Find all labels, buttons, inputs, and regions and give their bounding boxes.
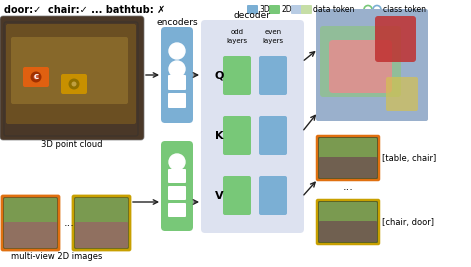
Circle shape bbox=[31, 72, 41, 83]
FancyBboxPatch shape bbox=[0, 16, 144, 140]
FancyBboxPatch shape bbox=[301, 5, 312, 14]
FancyBboxPatch shape bbox=[259, 176, 287, 215]
FancyBboxPatch shape bbox=[168, 75, 186, 90]
Text: odd: odd bbox=[230, 29, 244, 35]
Text: layers: layers bbox=[262, 38, 284, 44]
FancyBboxPatch shape bbox=[375, 16, 416, 62]
FancyBboxPatch shape bbox=[320, 26, 401, 97]
FancyBboxPatch shape bbox=[2, 196, 59, 250]
Text: 3D point cloud: 3D point cloud bbox=[41, 140, 103, 149]
FancyBboxPatch shape bbox=[73, 196, 130, 250]
Circle shape bbox=[33, 74, 39, 80]
Circle shape bbox=[68, 78, 80, 89]
FancyBboxPatch shape bbox=[75, 222, 128, 248]
Text: layers: layers bbox=[227, 38, 248, 44]
FancyBboxPatch shape bbox=[259, 116, 287, 155]
Text: even: even bbox=[264, 29, 282, 35]
Text: ...: ... bbox=[342, 182, 353, 192]
FancyBboxPatch shape bbox=[319, 138, 377, 159]
Text: encoders: encoders bbox=[156, 18, 198, 27]
FancyBboxPatch shape bbox=[23, 67, 49, 87]
FancyBboxPatch shape bbox=[6, 24, 136, 124]
FancyBboxPatch shape bbox=[161, 141, 193, 231]
FancyBboxPatch shape bbox=[223, 176, 251, 215]
FancyBboxPatch shape bbox=[317, 136, 379, 180]
FancyBboxPatch shape bbox=[269, 5, 280, 14]
Text: multi-view 2D images: multi-view 2D images bbox=[11, 252, 103, 261]
Text: V: V bbox=[215, 191, 223, 201]
FancyBboxPatch shape bbox=[4, 198, 57, 224]
Text: 2D: 2D bbox=[281, 5, 292, 14]
FancyBboxPatch shape bbox=[329, 40, 392, 93]
FancyBboxPatch shape bbox=[61, 74, 87, 94]
Circle shape bbox=[169, 154, 185, 170]
Circle shape bbox=[169, 43, 185, 59]
FancyBboxPatch shape bbox=[75, 198, 128, 224]
FancyBboxPatch shape bbox=[259, 56, 287, 95]
FancyBboxPatch shape bbox=[168, 93, 186, 108]
FancyBboxPatch shape bbox=[223, 56, 251, 95]
FancyBboxPatch shape bbox=[4, 222, 57, 248]
FancyBboxPatch shape bbox=[319, 157, 377, 178]
Text: 3D: 3D bbox=[259, 5, 270, 14]
Text: C: C bbox=[33, 74, 39, 80]
Text: [chair, door]: [chair, door] bbox=[382, 218, 434, 226]
FancyBboxPatch shape bbox=[319, 221, 377, 242]
Text: Q: Q bbox=[214, 71, 224, 81]
Circle shape bbox=[169, 61, 185, 77]
FancyBboxPatch shape bbox=[247, 5, 258, 14]
FancyBboxPatch shape bbox=[319, 202, 377, 223]
Text: class token: class token bbox=[383, 5, 426, 14]
FancyBboxPatch shape bbox=[168, 169, 186, 183]
Text: ...: ... bbox=[64, 218, 75, 228]
FancyBboxPatch shape bbox=[386, 77, 418, 111]
FancyBboxPatch shape bbox=[168, 186, 186, 200]
FancyBboxPatch shape bbox=[316, 9, 428, 121]
FancyBboxPatch shape bbox=[168, 203, 186, 217]
FancyBboxPatch shape bbox=[201, 20, 304, 233]
Text: door:✓  chair:✓ ... bathtub: ✗: door:✓ chair:✓ ... bathtub: ✗ bbox=[4, 5, 165, 15]
Text: data token: data token bbox=[313, 5, 354, 14]
FancyBboxPatch shape bbox=[161, 27, 193, 123]
FancyBboxPatch shape bbox=[317, 200, 379, 244]
FancyBboxPatch shape bbox=[291, 5, 302, 14]
FancyBboxPatch shape bbox=[11, 37, 128, 104]
Circle shape bbox=[72, 81, 76, 87]
Text: K: K bbox=[215, 131, 223, 141]
Text: decoder: decoder bbox=[234, 11, 270, 20]
Text: [table, chair]: [table, chair] bbox=[382, 154, 436, 163]
FancyBboxPatch shape bbox=[223, 116, 251, 155]
